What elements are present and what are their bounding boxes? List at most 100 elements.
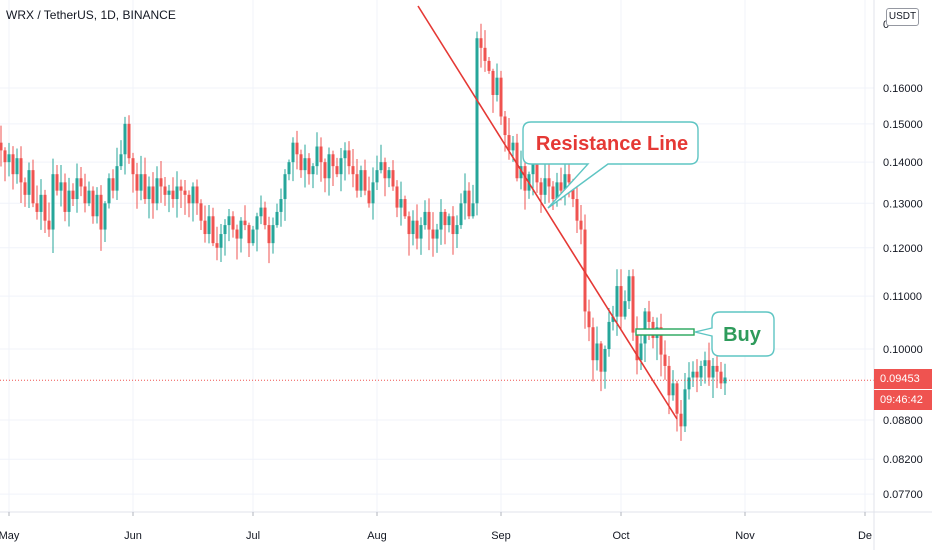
price-tick-label: 0.08800 xyxy=(883,415,923,427)
candle-body xyxy=(491,70,495,95)
candle-body xyxy=(263,207,267,226)
candle-body xyxy=(367,190,371,204)
candle-body xyxy=(267,225,271,244)
candle-body xyxy=(27,170,31,195)
candle-body xyxy=(419,225,423,239)
candle-body xyxy=(339,158,343,175)
candle-body xyxy=(703,360,707,366)
candle-body xyxy=(471,203,475,217)
candle-body xyxy=(455,225,459,235)
candle-body xyxy=(147,186,151,200)
time-tick-label: Jun xyxy=(124,530,142,542)
buy-callout-label: Buy xyxy=(723,324,762,346)
candle-body xyxy=(495,77,499,95)
candle-body xyxy=(47,220,51,230)
price-tick-label: 0.16000 xyxy=(883,83,923,95)
candle-body xyxy=(107,178,111,204)
candle-body xyxy=(119,154,123,167)
candle-body xyxy=(91,190,95,217)
candle-body xyxy=(51,174,55,230)
candle-body xyxy=(0,142,3,151)
candle-body xyxy=(423,211,427,226)
candle-body xyxy=(19,158,23,183)
candle-body xyxy=(99,194,103,230)
candle-body xyxy=(671,383,675,396)
candle-body xyxy=(291,142,295,163)
candle-body xyxy=(139,174,143,191)
candle-body xyxy=(459,203,463,226)
buy-marker xyxy=(635,328,695,336)
price-tick-label: 0.07700 xyxy=(883,489,923,501)
candle-body xyxy=(427,211,431,230)
candle-body xyxy=(251,229,255,244)
candle-body xyxy=(35,203,39,212)
candle-body xyxy=(499,77,503,117)
time-axis[interactable]: May Jun Jul Aug Sep Oct Nov De xyxy=(0,511,932,542)
candle-body xyxy=(275,211,279,226)
candle-body xyxy=(111,178,115,191)
candle-body xyxy=(307,158,311,175)
candle-body xyxy=(127,123,131,159)
candle-body xyxy=(87,190,91,204)
candle-body xyxy=(243,220,247,226)
candle-body xyxy=(223,225,227,235)
candle-body xyxy=(115,166,119,191)
candle-body xyxy=(443,211,447,226)
candle-body xyxy=(299,154,303,171)
candle-body xyxy=(255,216,259,230)
candle-body xyxy=(563,174,567,191)
candle-body xyxy=(191,186,195,204)
resistance-callout-label: Resistance Line xyxy=(536,133,688,155)
candle-body xyxy=(323,162,327,179)
candle-body xyxy=(639,343,643,361)
candle-body xyxy=(431,229,435,239)
resistance-callout-box xyxy=(522,121,699,209)
candle-body xyxy=(83,186,87,204)
candle-body xyxy=(575,199,579,221)
candle-body xyxy=(643,311,647,344)
candle-body xyxy=(171,190,175,200)
candle-body xyxy=(39,194,43,212)
candle-body xyxy=(231,216,235,230)
candlestick-series xyxy=(0,23,727,441)
price-axis[interactable]: 0.16000 0.15000 0.14000 0.13000 0.12000 0.110… xyxy=(873,0,923,550)
time-tick-label: Jul xyxy=(246,530,260,542)
candle-body xyxy=(215,243,219,248)
candle-body xyxy=(579,220,583,230)
currency-unit-button[interactable]: USDT xyxy=(886,8,919,26)
candle-body xyxy=(539,182,543,195)
price-tick-label: 0.08200 xyxy=(883,454,923,466)
candle-body xyxy=(199,203,203,221)
candle-body xyxy=(95,194,99,217)
candle-body xyxy=(659,327,663,355)
candle-body xyxy=(447,216,451,226)
candle-body xyxy=(355,174,359,191)
candle-body xyxy=(607,321,611,350)
candle-body xyxy=(175,186,179,200)
candle-body xyxy=(207,216,211,235)
candle-body xyxy=(55,174,59,191)
candle-body xyxy=(559,182,563,191)
candle-body xyxy=(151,186,155,204)
candle-body xyxy=(723,377,727,384)
price-tick-label: 0.13000 xyxy=(883,198,923,210)
candle-body xyxy=(391,170,395,187)
candle-body xyxy=(279,199,283,212)
candle-body xyxy=(379,162,383,171)
time-tick-label: May xyxy=(0,530,20,542)
candle-body xyxy=(195,186,199,204)
price-tick-label: 0.11000 xyxy=(883,291,922,303)
candle-body xyxy=(179,186,183,191)
candle-body xyxy=(359,170,363,191)
candle-body xyxy=(591,327,595,361)
time-tick-label: Aug xyxy=(367,530,387,542)
candle-body xyxy=(75,178,79,200)
candle-body xyxy=(435,229,439,239)
candle-body xyxy=(719,371,723,384)
candle-body xyxy=(619,286,623,317)
resistance-trend-line xyxy=(417,5,678,420)
candle-body xyxy=(131,158,135,175)
candle-body xyxy=(235,229,239,239)
candle-body xyxy=(479,38,483,48)
